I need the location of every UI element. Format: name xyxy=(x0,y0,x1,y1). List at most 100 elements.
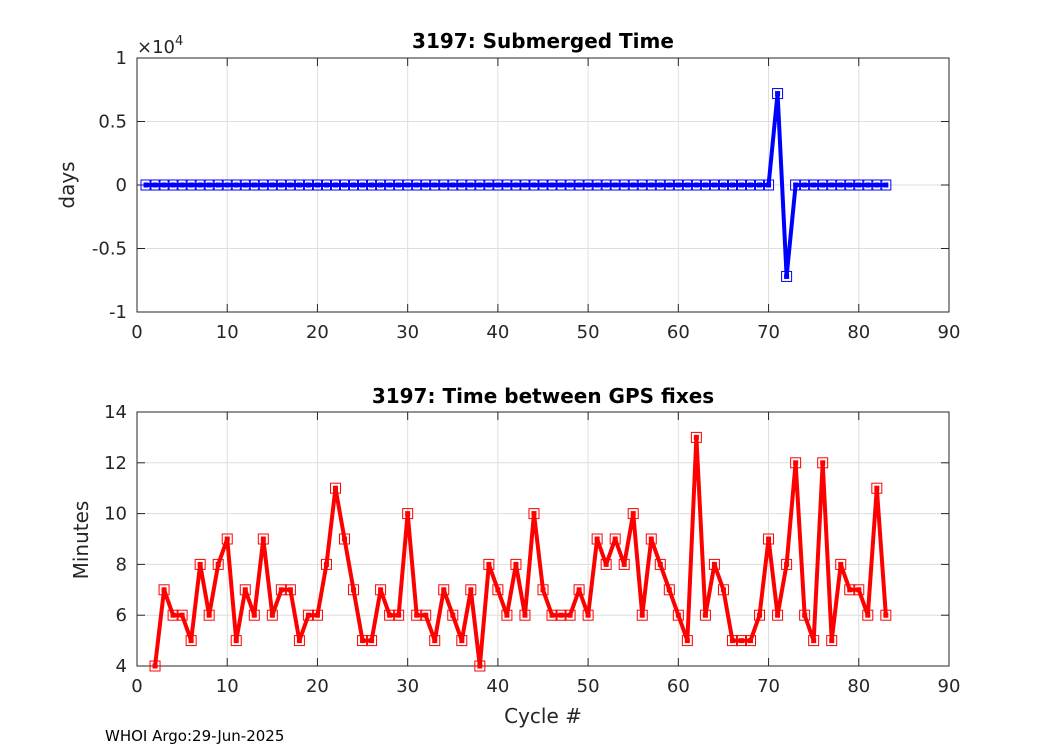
data-point-dot xyxy=(811,638,817,644)
y-tick-label: 0.5 xyxy=(98,112,127,133)
data-point-dot xyxy=(206,182,212,188)
data-point xyxy=(862,609,874,621)
data-point-square xyxy=(293,179,305,191)
data-point-square xyxy=(221,533,233,545)
data-point-square xyxy=(636,609,648,621)
x-tick-label: 30 xyxy=(396,322,419,343)
data-point xyxy=(763,533,775,545)
data-point-square xyxy=(203,179,215,191)
data-point-dot xyxy=(865,612,871,618)
data-point-dot xyxy=(757,612,763,618)
data-point-dot xyxy=(504,182,510,188)
data-point-square xyxy=(140,179,152,191)
data-point-dot xyxy=(865,182,871,188)
data-point-dot xyxy=(486,561,492,567)
data-point xyxy=(862,179,874,191)
data-point-square xyxy=(690,179,702,191)
data-point-square xyxy=(438,179,450,191)
data-point-square xyxy=(239,584,251,596)
series-line xyxy=(153,435,888,668)
data-point-square xyxy=(754,609,766,621)
data-point xyxy=(817,179,829,191)
x-tick-label: 50 xyxy=(577,322,600,343)
data-point-dot xyxy=(820,460,826,466)
data-point xyxy=(564,609,576,621)
data-point xyxy=(149,660,161,672)
data-point xyxy=(420,609,432,621)
data-point xyxy=(474,179,486,191)
data-point-square xyxy=(537,179,549,191)
data-point-square xyxy=(618,558,630,570)
data-point-dot xyxy=(314,182,320,188)
data-point xyxy=(167,179,179,191)
data-point-dot xyxy=(351,182,357,188)
data-point xyxy=(546,609,558,621)
data-point-square xyxy=(339,533,351,545)
data-point xyxy=(790,457,802,469)
data-point-dot xyxy=(224,536,230,542)
data-point xyxy=(311,179,323,191)
data-point-square xyxy=(826,635,838,647)
data-point-dot xyxy=(585,182,591,188)
data-point-square xyxy=(745,179,757,191)
data-point-dot xyxy=(486,182,492,188)
data-point-square xyxy=(348,179,360,191)
data-point-square xyxy=(528,508,540,520)
data-point xyxy=(293,635,305,647)
data-point xyxy=(429,179,441,191)
data-point xyxy=(844,584,856,596)
data-point xyxy=(835,558,847,570)
data-point-dot xyxy=(793,182,799,188)
data-point xyxy=(375,179,387,191)
x-tick-label: 70 xyxy=(757,676,780,697)
data-point-square xyxy=(302,179,314,191)
data-point-square xyxy=(699,179,711,191)
data-point-square xyxy=(329,482,341,494)
data-point-square xyxy=(465,179,477,191)
data-point xyxy=(799,609,811,621)
data-point-square xyxy=(284,584,296,596)
data-point xyxy=(528,179,540,191)
data-point-dot xyxy=(811,182,817,188)
data-point-square xyxy=(402,508,414,520)
data-point xyxy=(357,179,369,191)
data-point xyxy=(447,609,459,621)
data-point-square xyxy=(501,179,513,191)
data-point-dot xyxy=(829,638,835,644)
data-point-dot xyxy=(387,182,393,188)
data-point-dot xyxy=(495,182,501,188)
data-point-square xyxy=(835,179,847,191)
data-point xyxy=(645,533,657,545)
data-point-square xyxy=(519,179,531,191)
data-point-square xyxy=(284,179,296,191)
y-tick-label: 0 xyxy=(116,175,127,196)
data-point-square xyxy=(573,179,585,191)
data-point xyxy=(293,179,305,191)
data-point-dot xyxy=(540,182,546,188)
data-point-dot xyxy=(459,638,465,644)
data-point xyxy=(456,635,468,647)
data-point-square xyxy=(393,179,405,191)
data-point-dot xyxy=(233,638,239,644)
data-point-dot xyxy=(242,182,248,188)
data-point-square xyxy=(844,584,856,596)
x-tick-label: 90 xyxy=(938,322,961,343)
data-point-square xyxy=(194,179,206,191)
data-point-square xyxy=(339,179,351,191)
data-point-square xyxy=(708,558,720,570)
data-point-square xyxy=(194,558,206,570)
data-point xyxy=(329,179,341,191)
data-point-dot xyxy=(648,536,654,542)
data-point-dot xyxy=(414,612,420,618)
data-point-dot xyxy=(874,182,880,188)
data-point-square xyxy=(375,584,387,596)
data-point-square xyxy=(203,609,215,621)
data-point xyxy=(203,609,215,621)
data-point xyxy=(853,179,865,191)
data-point-dot xyxy=(170,612,176,618)
chart-title-1: 3197: Submerged Time xyxy=(412,29,674,53)
data-point-dot xyxy=(657,561,663,567)
data-point-square xyxy=(348,584,360,596)
data-point-dot xyxy=(215,561,221,567)
data-point-square xyxy=(221,179,233,191)
